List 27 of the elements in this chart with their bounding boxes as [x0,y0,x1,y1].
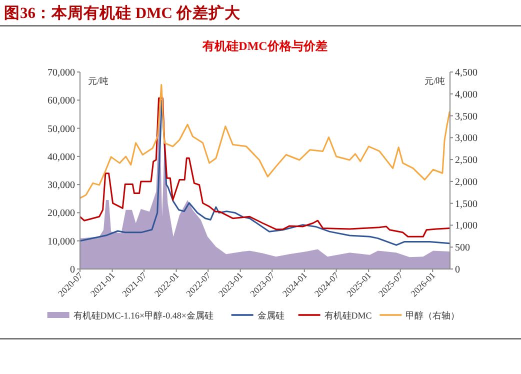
y2-tick-label: 1,500 [455,198,478,210]
y2-tick-label: 2,500 [455,155,478,166]
y-axis-title: 元/吨 [88,76,109,86]
legend-label: 有机硅DMC [324,310,372,320]
chart-title: 图36：本周有机硅 DMC 价差扩大 [4,4,242,22]
y2-tick-label: 2,000 [455,176,478,188]
y-tick-label: 0 [70,264,75,276]
chart-subtitle: 有机硅DMC价格与价差 [202,39,328,53]
y-tick-label: 70,000 [48,68,75,78]
legend-label: 甲醇（右轴） [406,310,460,320]
y2-tick-label: 500 [455,242,470,254]
y-tick-label: 40,000 [48,152,75,163]
y2-tick-label: 1,000 [455,220,478,232]
y-tick-label: 60,000 [48,96,75,107]
legend-label: 有机硅DMC-1.16×甲醇-0.48×金属硅 [73,310,214,320]
y2-axis-title: 元/吨 [424,76,445,86]
y2-tick-label: 0 [455,264,460,276]
y2-tick-label: 3,500 [455,111,478,122]
y2-tick-label: 4,000 [455,89,478,100]
y-tick-label: 50,000 [48,124,75,135]
y2-tick-label: 4,500 [455,68,478,78]
y-tick-label: 20,000 [48,208,75,220]
y-tick-label: 30,000 [48,180,75,192]
legend-label: 金属硅 [257,310,284,320]
line-series [79,84,450,199]
y-tick-label: 10,000 [48,236,75,248]
y2-tick-label: 3,000 [455,133,478,144]
